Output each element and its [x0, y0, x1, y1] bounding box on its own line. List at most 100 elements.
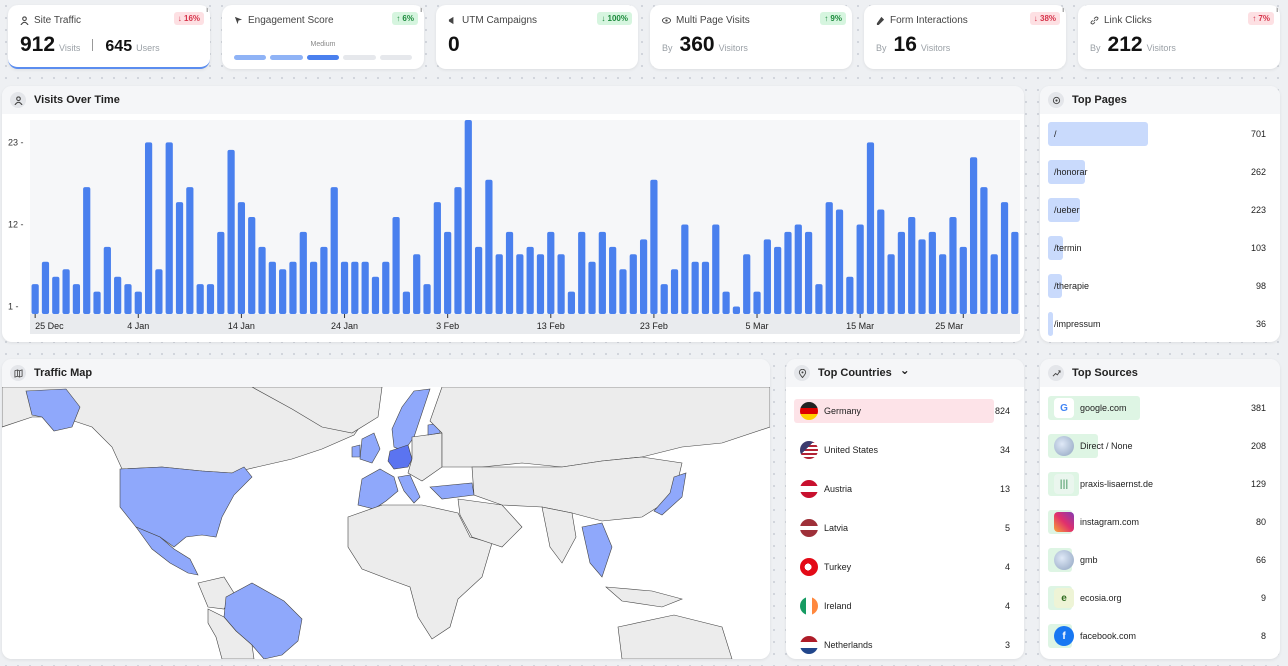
- chart-bar[interactable]: [371, 276, 380, 314]
- chart-bar[interactable]: [732, 306, 741, 314]
- chevron-down-icon[interactable]: ⌄: [899, 363, 910, 377]
- chart-bar[interactable]: [701, 261, 710, 314]
- kpi-form-interactions[interactable]: Form Interactions ↓ 38% i By 16 Visitors: [864, 5, 1066, 69]
- info-icon[interactable]: i: [206, 5, 208, 14]
- map-uk[interactable]: [359, 432, 381, 464]
- info-icon[interactable]: i: [420, 5, 422, 14]
- chart-bar[interactable]: [31, 284, 39, 314]
- info-icon[interactable]: i: [1062, 5, 1064, 14]
- chart-bar[interactable]: [825, 202, 833, 314]
- top-source-row[interactable]: gmb 66: [1048, 548, 1272, 572]
- chart-bar[interactable]: [763, 239, 771, 314]
- chart-bar[interactable]: [990, 254, 998, 314]
- top-source-row[interactable]: e ecosia.org 9: [1048, 586, 1272, 610]
- chart-bar[interactable]: [52, 276, 60, 314]
- chart-bar[interactable]: [268, 261, 276, 314]
- chart-bar[interactable]: [103, 246, 111, 314]
- chart-bar[interactable]: [206, 284, 215, 314]
- chart-bar[interactable]: [949, 217, 957, 314]
- map-japan[interactable]: [653, 472, 687, 516]
- map-middle-east[interactable]: [457, 498, 523, 548]
- chart-bar[interactable]: [639, 239, 648, 314]
- map-ireland[interactable]: [351, 444, 361, 458]
- chart-bar[interactable]: [165, 142, 173, 314]
- kpi-utm-campaigns[interactable]: UTM Campaigns ↓ 100% 0: [436, 5, 638, 69]
- map-mexico[interactable]: [135, 526, 199, 576]
- map-southeast-asia[interactable]: [581, 522, 613, 578]
- map-france-spain[interactable]: [357, 468, 399, 510]
- chart-bar[interactable]: [248, 217, 256, 314]
- kpi-link-clicks[interactable]: Link Clicks ↑ 7% i By 212 Visitors: [1078, 5, 1280, 69]
- chart-bar[interactable]: [495, 254, 503, 314]
- chart-bar[interactable]: [227, 149, 235, 314]
- map-alaska[interactable]: [25, 388, 81, 432]
- chart-bar[interactable]: [144, 142, 153, 314]
- chart-bar[interactable]: [237, 202, 246, 314]
- chart-bar[interactable]: [423, 284, 431, 314]
- top-source-row[interactable]: f facebook.com 8: [1048, 624, 1272, 648]
- kpi-multi-page-visits[interactable]: Multi Page Visits ↑ 9% By 360 Visitors: [650, 5, 852, 69]
- chart-bar[interactable]: [309, 261, 318, 314]
- map-italy[interactable]: [397, 474, 421, 504]
- chart-bar[interactable]: [650, 179, 658, 314]
- top-country-row[interactable]: Austria 13: [794, 477, 1016, 501]
- chart-bar[interactable]: [485, 179, 493, 314]
- chart-bar[interactable]: [289, 261, 297, 314]
- map-india[interactable]: [541, 506, 577, 564]
- top-country-row[interactable]: Germany 824: [794, 399, 1016, 423]
- top-country-row[interactable]: Ireland 4: [794, 594, 1016, 618]
- chart-bar[interactable]: [918, 239, 926, 314]
- info-icon[interactable]: i: [1276, 5, 1278, 14]
- chart-bar[interactable]: [784, 231, 792, 314]
- chart-bar[interactable]: [691, 261, 699, 314]
- chart-bar[interactable]: [866, 142, 875, 314]
- chart-bar[interactable]: [712, 224, 720, 314]
- chart-bar[interactable]: [62, 269, 70, 314]
- chart-bar[interactable]: [196, 284, 204, 314]
- chart-bar[interactable]: [382, 261, 390, 314]
- chart-bar[interactable]: [124, 284, 132, 314]
- top-page-row[interactable]: /honorar 262: [1048, 160, 1272, 184]
- top-country-row[interactable]: Latvia 5: [794, 516, 1016, 540]
- chart-bar[interactable]: [1000, 202, 1009, 314]
- top-country-row[interactable]: United States 34: [794, 438, 1016, 462]
- chart-bar[interactable]: [835, 209, 844, 314]
- chart-bar[interactable]: [413, 254, 421, 314]
- chart-bar[interactable]: [526, 246, 534, 314]
- chart-bar[interactable]: [392, 217, 400, 314]
- chart-bar[interactable]: [846, 276, 854, 314]
- map-australia[interactable]: [617, 614, 733, 659]
- map-africa[interactable]: [347, 504, 493, 640]
- world-map[interactable]: [2, 387, 770, 659]
- chart-bar[interactable]: [629, 254, 637, 314]
- top-page-row[interactable]: /impressum 36: [1048, 312, 1272, 336]
- chart-bar[interactable]: [609, 246, 617, 314]
- chart-bar[interactable]: [598, 231, 606, 314]
- chart-bar[interactable]: [908, 217, 916, 314]
- chart-bar[interactable]: [815, 284, 823, 314]
- chart-bar[interactable]: [516, 254, 524, 314]
- chart-bar[interactable]: [299, 231, 307, 314]
- chart-bar[interactable]: [578, 231, 586, 314]
- chart-bar[interactable]: [753, 291, 761, 314]
- chart-bar[interactable]: [340, 261, 349, 314]
- top-country-row[interactable]: Netherlands 3: [794, 633, 1016, 657]
- chart-bar[interactable]: [619, 269, 627, 314]
- chart-bar[interactable]: [134, 291, 142, 314]
- chart-bar[interactable]: [320, 246, 328, 314]
- chart-bar[interactable]: [93, 291, 101, 314]
- chart-bar[interactable]: [928, 231, 936, 314]
- chart-bar[interactable]: [83, 187, 91, 314]
- top-source-row[interactable]: instagram.com 80: [1048, 510, 1272, 534]
- chart-bar[interactable]: [774, 246, 782, 314]
- kpi-engagement[interactable]: Engagement Score ↑ 6% i Medium: [222, 5, 424, 69]
- chart-bar[interactable]: [660, 284, 668, 314]
- chart-bar[interactable]: [258, 246, 266, 314]
- chart-bar[interactable]: [939, 254, 947, 314]
- chart-bar[interactable]: [722, 291, 730, 314]
- chart-bar[interactable]: [1011, 231, 1019, 314]
- map-south-america-west[interactable]: [207, 608, 255, 659]
- chart-bar[interactable]: [402, 291, 411, 314]
- chart-bar[interactable]: [474, 246, 483, 314]
